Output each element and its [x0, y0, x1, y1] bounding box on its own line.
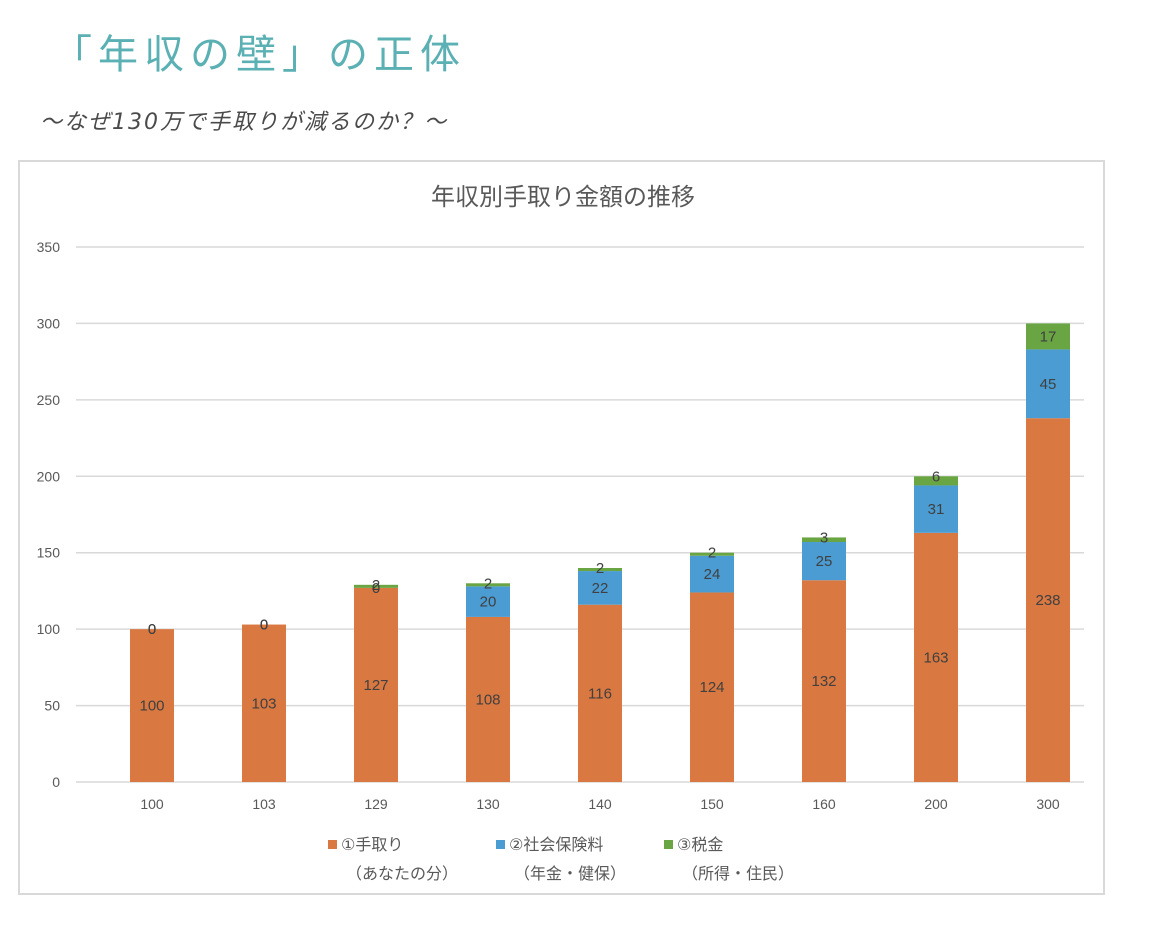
legend: ①手取り （あなたの分） ②社会保険料 （年金・健保） ③税金 （所得・住民）	[328, 835, 794, 883]
y-tick-label: 350	[37, 239, 61, 255]
bar-segment	[354, 587, 398, 782]
x-tick-label: 130	[476, 796, 500, 812]
chart-title: 年収別手取り金額の推移	[431, 183, 695, 211]
legend-sublabel: （所得・住民）	[682, 864, 794, 883]
legend-sublabel: （あなたの分）	[346, 864, 458, 883]
data-label: 0	[260, 617, 268, 634]
legend-label: ①手取り	[341, 835, 403, 854]
x-tick-label: 160	[812, 796, 836, 812]
x-tick-label: 200	[924, 796, 948, 812]
data-label: 132	[811, 673, 836, 690]
legend-swatch	[496, 840, 505, 849]
bar-segment	[1026, 418, 1070, 782]
data-label: 6	[932, 468, 940, 485]
legend-swatch	[328, 840, 337, 849]
data-label: 2	[372, 577, 380, 594]
bar-segment	[802, 537, 846, 543]
data-label: 45	[1040, 376, 1057, 393]
bar-segment	[802, 580, 846, 782]
data-label: 3	[820, 529, 828, 546]
bars	[130, 323, 1070, 782]
y-tick-label: 200	[37, 468, 61, 484]
bar-segment	[466, 616, 510, 782]
data-labels: 1000010300127021082021162221242421322531…	[139, 328, 1060, 714]
bar-segment	[690, 552, 734, 556]
y-tick-label: 250	[37, 392, 61, 408]
data-label: 108	[475, 691, 500, 708]
page-subtitle: ～なぜ130万で手取りが減るのか？～	[40, 110, 448, 135]
data-label: 124	[699, 679, 724, 696]
legend-label: ②社会保険料	[509, 835, 603, 854]
legend-sublabel: （年金・健保）	[514, 864, 626, 883]
bar-segment	[690, 555, 734, 593]
data-label: 103	[251, 695, 276, 712]
data-label: 0	[372, 580, 380, 597]
data-label: 100	[139, 698, 164, 715]
data-label: 2	[596, 560, 604, 577]
x-tick-label: 129	[364, 796, 388, 812]
bar-segment	[1026, 323, 1070, 350]
x-tick-label: 140	[588, 796, 612, 812]
bar-segment	[802, 542, 846, 581]
bar-segment	[914, 532, 958, 782]
bar-segment	[466, 583, 510, 587]
data-label: 22	[592, 580, 609, 597]
data-label: 25	[816, 553, 833, 570]
y-tick-label: 50	[44, 698, 60, 714]
y-axis: 0 50 100 150 200 250 300 350	[37, 239, 61, 790]
bar-segment	[914, 476, 958, 486]
bar-segment	[242, 624, 286, 782]
bar-segment	[130, 629, 174, 782]
x-tick-label: 100	[140, 796, 164, 812]
legend-label: ③税金	[677, 835, 723, 854]
data-label: 0	[148, 621, 156, 638]
y-tick-label: 300	[37, 315, 61, 331]
data-label: 2	[484, 575, 492, 592]
bar-segment	[578, 571, 622, 605]
data-label: 238	[1035, 592, 1060, 609]
y-tick-label: 0	[52, 774, 60, 790]
legend-swatch	[664, 840, 673, 849]
bar-segment	[914, 485, 958, 533]
y-tick-label: 150	[37, 545, 61, 561]
data-label: 0	[260, 617, 268, 634]
data-label: 2	[708, 545, 716, 562]
data-label: 20	[480, 594, 497, 611]
data-label: 127	[363, 677, 388, 694]
bar-segment	[690, 592, 734, 782]
y-tick-label: 100	[37, 621, 61, 637]
data-label: 0	[148, 621, 156, 638]
bar-segment	[578, 568, 622, 572]
data-label: 163	[923, 649, 948, 666]
bar-segment	[354, 584, 398, 588]
data-label: 116	[588, 685, 612, 702]
x-tick-label: 300	[1036, 796, 1060, 812]
bar-segment	[1026, 349, 1070, 419]
data-label: 24	[704, 566, 721, 583]
data-label: 17	[1040, 328, 1057, 345]
x-tick-label: 150	[700, 796, 724, 812]
page-title: 「年収の壁」の正体	[52, 32, 466, 78]
bar-segment	[466, 586, 510, 617]
bar-segment	[578, 604, 622, 782]
x-axis: 100 103 129 130 140 150 160 200 300	[140, 796, 1060, 812]
x-tick-label: 103	[252, 796, 276, 812]
data-label: 31	[928, 501, 945, 518]
